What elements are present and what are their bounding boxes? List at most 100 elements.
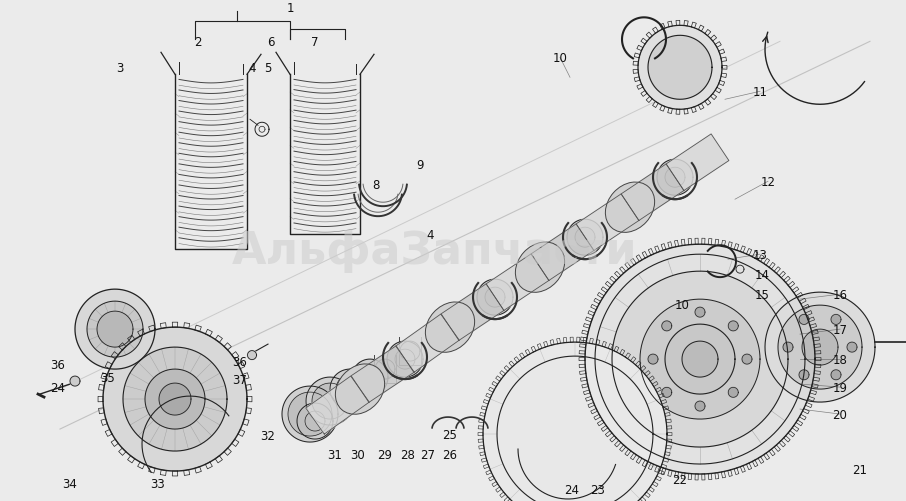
Polygon shape xyxy=(477,280,513,316)
Polygon shape xyxy=(97,312,133,347)
Text: 22: 22 xyxy=(672,472,688,485)
Text: 14: 14 xyxy=(755,268,769,281)
Polygon shape xyxy=(622,165,684,221)
Polygon shape xyxy=(575,228,595,247)
Text: 26: 26 xyxy=(442,447,458,460)
Text: 18: 18 xyxy=(833,353,847,366)
Polygon shape xyxy=(665,325,735,394)
Polygon shape xyxy=(336,375,364,403)
Polygon shape xyxy=(485,288,505,308)
Polygon shape xyxy=(487,255,549,311)
Text: 5: 5 xyxy=(265,62,272,75)
Polygon shape xyxy=(778,306,862,389)
Polygon shape xyxy=(682,341,718,377)
Text: 15: 15 xyxy=(755,288,769,301)
Polygon shape xyxy=(695,401,705,411)
Text: 32: 32 xyxy=(261,429,275,442)
Polygon shape xyxy=(396,315,459,372)
Polygon shape xyxy=(576,194,639,251)
Text: 11: 11 xyxy=(753,86,767,99)
Polygon shape xyxy=(648,36,712,100)
Text: 34: 34 xyxy=(63,476,77,489)
Text: 1: 1 xyxy=(286,2,294,15)
Polygon shape xyxy=(612,272,788,447)
Polygon shape xyxy=(585,244,815,474)
Polygon shape xyxy=(400,341,420,361)
Polygon shape xyxy=(348,377,372,401)
Polygon shape xyxy=(352,346,414,403)
Polygon shape xyxy=(640,300,760,419)
Polygon shape xyxy=(350,377,370,397)
Polygon shape xyxy=(87,302,143,357)
Polygon shape xyxy=(799,315,809,325)
Text: 19: 19 xyxy=(833,381,847,394)
Polygon shape xyxy=(312,383,348,419)
Polygon shape xyxy=(358,365,382,389)
Text: 27: 27 xyxy=(420,447,436,460)
Text: АльфаЗапчасти: АльфаЗапчасти xyxy=(232,229,638,272)
Text: 4: 4 xyxy=(426,228,434,241)
Polygon shape xyxy=(799,370,809,380)
Polygon shape xyxy=(282,386,338,442)
Text: 6: 6 xyxy=(267,36,275,49)
Polygon shape xyxy=(847,342,857,352)
Polygon shape xyxy=(387,341,423,377)
Text: 35: 35 xyxy=(101,371,115,384)
Text: 30: 30 xyxy=(351,447,365,460)
Polygon shape xyxy=(305,376,370,434)
Polygon shape xyxy=(665,168,685,188)
Polygon shape xyxy=(638,26,722,110)
Text: 3: 3 xyxy=(116,62,124,75)
Polygon shape xyxy=(648,354,658,364)
Text: 36: 36 xyxy=(51,358,65,371)
Text: 8: 8 xyxy=(372,178,380,191)
Polygon shape xyxy=(330,369,370,409)
Polygon shape xyxy=(831,370,841,380)
Polygon shape xyxy=(483,342,667,501)
Polygon shape xyxy=(103,328,247,471)
Polygon shape xyxy=(742,354,752,364)
Text: 29: 29 xyxy=(378,447,392,460)
Polygon shape xyxy=(661,321,671,331)
Polygon shape xyxy=(531,224,593,281)
Polygon shape xyxy=(728,388,738,397)
Text: 12: 12 xyxy=(760,175,776,188)
Text: 9: 9 xyxy=(416,158,424,171)
Polygon shape xyxy=(783,342,793,352)
Text: 10: 10 xyxy=(675,298,689,311)
Text: 37: 37 xyxy=(233,373,247,386)
Polygon shape xyxy=(618,196,642,220)
Text: 24: 24 xyxy=(51,381,65,394)
Text: 13: 13 xyxy=(753,248,767,261)
Text: 28: 28 xyxy=(400,447,416,460)
Text: 10: 10 xyxy=(553,52,567,65)
Polygon shape xyxy=(306,377,354,425)
Polygon shape xyxy=(438,316,462,340)
Ellipse shape xyxy=(605,183,655,233)
Text: 16: 16 xyxy=(833,288,847,301)
Polygon shape xyxy=(528,256,552,280)
Polygon shape xyxy=(297,403,333,439)
Text: 25: 25 xyxy=(442,428,458,441)
Polygon shape xyxy=(247,351,256,360)
Polygon shape xyxy=(305,411,325,431)
Polygon shape xyxy=(567,220,603,256)
Text: 17: 17 xyxy=(833,323,847,336)
Text: 36: 36 xyxy=(233,355,247,368)
Text: 20: 20 xyxy=(833,408,847,421)
Polygon shape xyxy=(395,349,415,369)
Polygon shape xyxy=(736,266,744,274)
Ellipse shape xyxy=(426,302,475,353)
Polygon shape xyxy=(159,383,191,415)
Text: 7: 7 xyxy=(312,36,319,49)
Polygon shape xyxy=(70,376,80,386)
Text: 24: 24 xyxy=(564,482,580,495)
Polygon shape xyxy=(765,293,875,402)
Text: 33: 33 xyxy=(150,476,166,489)
Polygon shape xyxy=(666,135,728,191)
Text: 31: 31 xyxy=(328,447,342,460)
Polygon shape xyxy=(375,359,395,379)
Text: 23: 23 xyxy=(591,482,605,495)
Polygon shape xyxy=(657,160,693,196)
Ellipse shape xyxy=(335,364,385,414)
